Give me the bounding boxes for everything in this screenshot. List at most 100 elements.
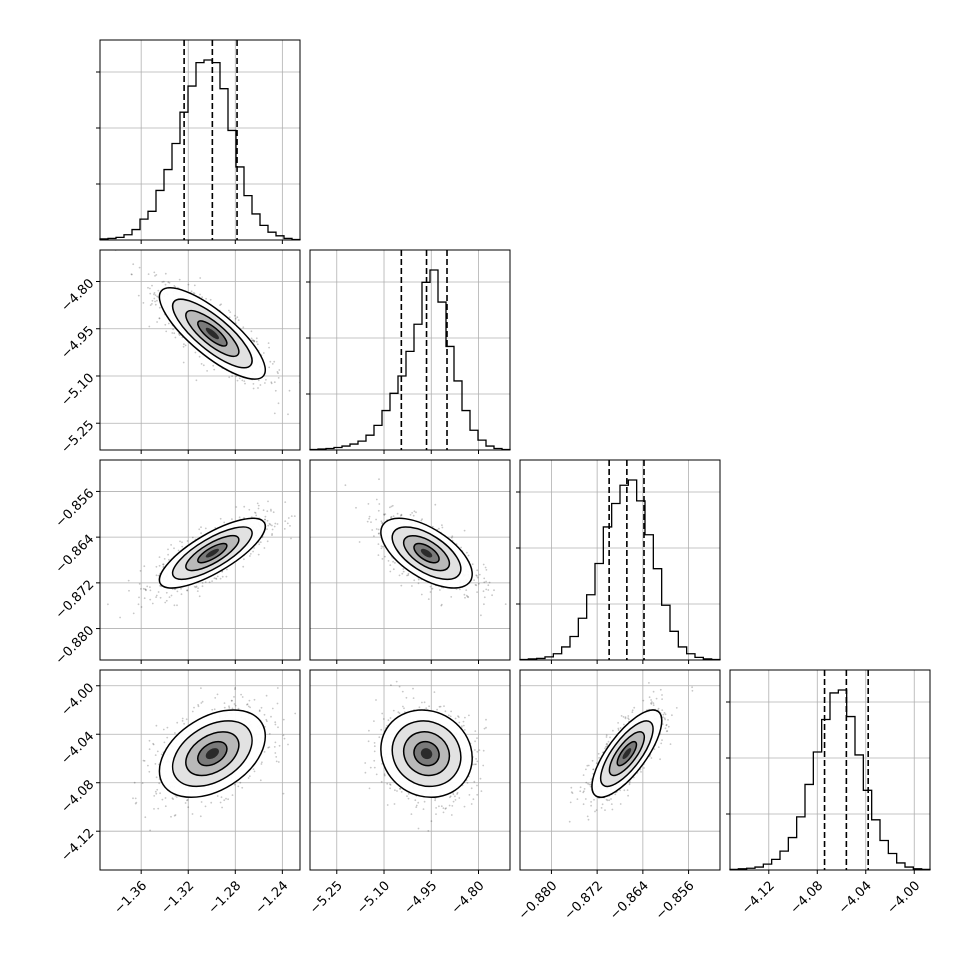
sample-point bbox=[409, 513, 412, 516]
sample-point bbox=[149, 292, 152, 295]
sample-point bbox=[383, 774, 386, 777]
panel-frame bbox=[99, 39, 301, 241]
sample-point bbox=[253, 339, 256, 342]
sample-point bbox=[450, 536, 453, 539]
sample-point bbox=[440, 805, 443, 808]
sample-point bbox=[270, 508, 272, 511]
sample-point bbox=[256, 502, 259, 505]
sample-point bbox=[153, 293, 155, 296]
sample-point bbox=[294, 712, 297, 715]
sample-point bbox=[449, 795, 452, 798]
sample-point bbox=[172, 328, 175, 331]
sample-point bbox=[234, 704, 237, 707]
sample-point bbox=[461, 725, 463, 728]
sample-point bbox=[478, 582, 480, 585]
sample-point bbox=[468, 794, 471, 796]
sample-point bbox=[650, 699, 652, 701]
sample-point bbox=[220, 796, 223, 799]
sample-point bbox=[462, 720, 465, 723]
sample-point bbox=[389, 570, 392, 573]
sample-point bbox=[466, 551, 468, 554]
sample-point bbox=[149, 304, 152, 306]
sample-point bbox=[205, 297, 208, 300]
sample-point bbox=[389, 784, 392, 786]
sample-point bbox=[233, 696, 235, 698]
sample-point bbox=[640, 771, 642, 773]
y-tick-label: −4.08 bbox=[59, 777, 98, 816]
sample-point bbox=[164, 283, 167, 286]
sample-point bbox=[476, 576, 479, 579]
sample-point bbox=[402, 705, 404, 708]
sample-point bbox=[431, 587, 434, 590]
sample-point bbox=[364, 762, 367, 764]
sample-point bbox=[287, 743, 289, 746]
sample-point bbox=[247, 777, 250, 779]
sample-point bbox=[246, 703, 248, 706]
sample-point bbox=[132, 263, 135, 266]
sample-point bbox=[273, 381, 276, 384]
panel-frame bbox=[519, 459, 721, 661]
sample-point bbox=[252, 339, 255, 342]
sample-point bbox=[394, 562, 396, 564]
sample-point bbox=[164, 323, 167, 326]
sample-point bbox=[255, 514, 258, 517]
sample-point bbox=[585, 781, 588, 784]
y-tick-label: −4.00 bbox=[59, 680, 98, 719]
sample-point bbox=[383, 513, 385, 516]
sample-point bbox=[476, 750, 479, 753]
sample-point bbox=[370, 521, 372, 523]
sample-point bbox=[454, 795, 456, 798]
sample-point bbox=[584, 798, 587, 800]
sample-point bbox=[198, 355, 201, 358]
sample-point bbox=[202, 364, 205, 367]
sample-point bbox=[368, 729, 370, 732]
sample-point bbox=[167, 548, 169, 551]
sample-point bbox=[482, 590, 485, 593]
sample-point bbox=[142, 759, 145, 762]
sample-point bbox=[154, 790, 157, 793]
x-tick-label: −1.32 bbox=[159, 878, 198, 917]
sample-point bbox=[587, 764, 590, 767]
sample-point bbox=[582, 791, 585, 794]
sample-point bbox=[442, 807, 445, 809]
sample-point bbox=[431, 525, 434, 528]
sample-point bbox=[181, 545, 184, 548]
sample-point bbox=[159, 584, 162, 587]
sample-point bbox=[128, 589, 130, 592]
sample-point bbox=[390, 684, 392, 686]
sample-point bbox=[471, 563, 474, 566]
sample-point bbox=[413, 579, 416, 582]
sample-point bbox=[466, 782, 469, 784]
sample-point bbox=[266, 540, 269, 543]
sample-point bbox=[253, 770, 256, 773]
sample-point bbox=[459, 588, 461, 591]
scatter-panel-2-1 bbox=[309, 459, 511, 664]
sample-point bbox=[597, 752, 600, 755]
sample-point bbox=[193, 292, 196, 295]
sample-point bbox=[219, 517, 222, 520]
sample-point bbox=[234, 687, 237, 689]
sample-point bbox=[413, 510, 416, 513]
sample-point bbox=[267, 524, 270, 527]
sample-point bbox=[151, 602, 154, 605]
sample-point bbox=[174, 732, 176, 734]
sample-point bbox=[369, 766, 372, 769]
sample-point bbox=[240, 693, 243, 696]
sample-point bbox=[148, 739, 151, 742]
sample-point bbox=[234, 688, 236, 690]
sample-point bbox=[166, 726, 169, 729]
sample-point bbox=[468, 714, 470, 717]
sample-point bbox=[450, 710, 452, 713]
sample-point bbox=[173, 588, 176, 591]
sample-point bbox=[611, 808, 614, 811]
sample-point bbox=[194, 351, 197, 354]
sample-point bbox=[186, 540, 189, 542]
sample-point bbox=[605, 798, 608, 801]
histogram-step bbox=[99, 59, 301, 241]
sample-point bbox=[229, 311, 232, 313]
sample-point bbox=[151, 303, 153, 305]
sample-point bbox=[472, 798, 475, 801]
sample-point bbox=[156, 321, 159, 323]
sample-point bbox=[139, 570, 142, 572]
sample-point bbox=[154, 763, 157, 765]
